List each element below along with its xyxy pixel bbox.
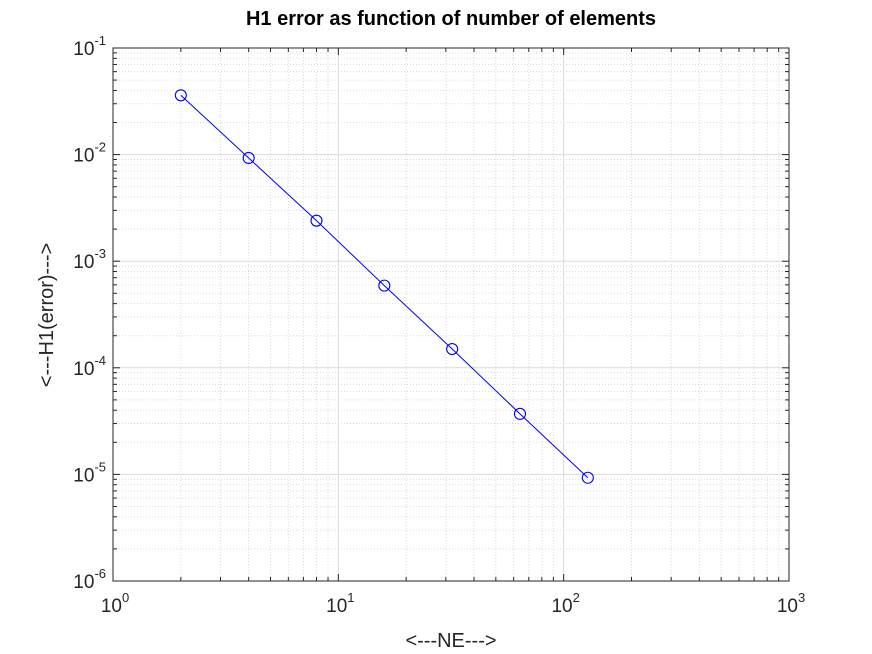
- y-tick-labels: 10-610-510-410-310-210-1: [73, 33, 106, 593]
- x-tick-label: 102: [551, 590, 579, 617]
- y-tick-base: 10: [73, 39, 94, 60]
- x-tick-exponent: 3: [798, 590, 805, 605]
- x-tick-exponent: 0: [122, 590, 129, 605]
- data-point-marker: [242, 151, 255, 165]
- x-tick-label: 100: [101, 590, 129, 617]
- x-tick-labels: 100 101 102 103: [101, 590, 805, 617]
- y-tick-label: 10-1: [73, 33, 106, 60]
- x-tick-base: 10: [326, 596, 347, 617]
- x-tick-exponent: 1: [347, 590, 354, 605]
- y-tick-exponent: -4: [94, 353, 106, 368]
- y-tick-label: 10-6: [73, 566, 106, 593]
- y-tick-exponent: -3: [94, 246, 106, 261]
- x-tick-exponent: 2: [573, 590, 580, 605]
- y-tick-base: 10: [73, 465, 94, 486]
- series-layer: [174, 89, 594, 484]
- data-point-marker: [513, 407, 527, 420]
- y-tick-label: 10-5: [73, 459, 106, 486]
- y-tick-label: 10-4: [73, 353, 106, 380]
- y-tick-exponent: -1: [94, 33, 106, 48]
- data-point-marker: [174, 89, 187, 102]
- y-tick-base: 10: [73, 572, 94, 593]
- y-tick-exponent: -5: [94, 459, 106, 474]
- y-tick-exponent: -6: [94, 566, 106, 581]
- x-axis-label: <---NE--->: [405, 630, 496, 652]
- axes-box: [112, 47, 790, 582]
- minor-grid: [113, 48, 789, 581]
- x-tick-base: 10: [101, 596, 122, 617]
- chart-title: H1 error as function of number of elemen…: [246, 8, 656, 30]
- x-tick-base: 10: [777, 596, 798, 617]
- data-point-marker: [378, 279, 391, 292]
- y-tick-label: 10-3: [73, 246, 106, 273]
- y-tick-label: 10-2: [73, 140, 106, 167]
- plot-area: 100 101 102 103 10-610-510-410-310-210-1: [73, 33, 805, 617]
- data-point-marker: [446, 342, 459, 356]
- y-tick-base: 10: [73, 252, 94, 273]
- data-point-marker: [310, 214, 323, 227]
- tick-marks: [112, 47, 790, 582]
- series-line: [180, 94, 589, 479]
- x-tick-label: 103: [777, 590, 805, 617]
- axes-background: [113, 48, 789, 581]
- data-point-marker: [581, 471, 594, 484]
- x-tick-base: 10: [551, 596, 572, 617]
- y-tick-base: 10: [73, 146, 94, 167]
- x-tick-label: 101: [326, 590, 354, 617]
- y-axis-label: <---H1(error)--->: [36, 243, 58, 387]
- y-tick-base: 10: [73, 359, 94, 380]
- y-tick-exponent: -2: [94, 140, 106, 155]
